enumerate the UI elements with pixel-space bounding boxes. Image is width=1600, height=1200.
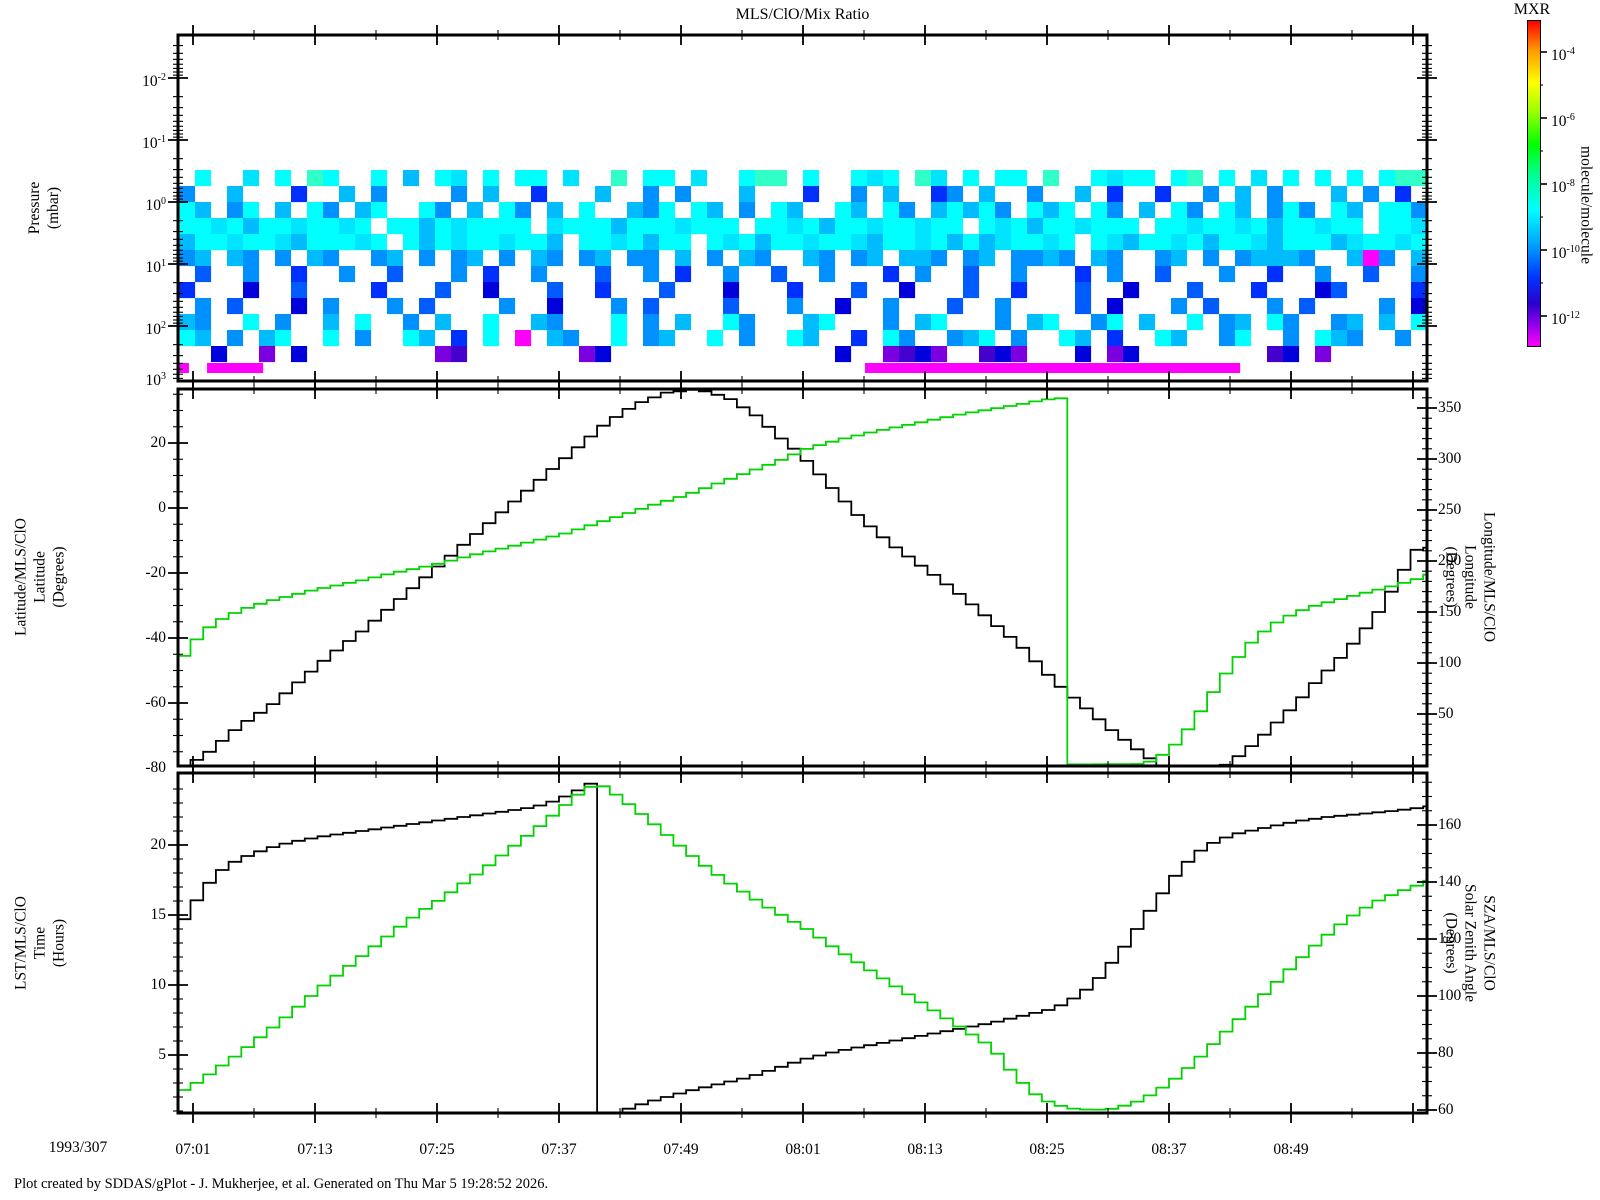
sza-tick-label: 160 — [1438, 816, 1462, 833]
lst-tick-label: 5 — [158, 1046, 166, 1063]
sza-tick-label: 140 — [1438, 873, 1462, 890]
longitude-tick-label: 200 — [1438, 552, 1462, 569]
colorbar-tick-label: 10-10 — [1551, 244, 1580, 263]
sza-tick-label: 120 — [1438, 930, 1462, 947]
sza-tick-label: 80 — [1438, 1044, 1454, 1061]
latitude-tick-label: -20 — [145, 564, 166, 581]
lst-tick-label: 10 — [150, 976, 167, 993]
longitude-tick-label: 150 — [1438, 603, 1462, 620]
magenta-quality-bar — [865, 363, 1241, 373]
time-tick-label: 08:25 — [1029, 1141, 1065, 1158]
latitude-tick-label: -40 — [145, 629, 166, 646]
longitude-tick-label: 300 — [1438, 450, 1462, 467]
pressure-tick-label: 103 — [145, 371, 167, 390]
longitude-tick-label: 100 — [1438, 654, 1462, 671]
colorbar — [1527, 20, 1541, 347]
longitude-axis-label: Longitude/MLS/ClO Longitude (Degrees) — [1442, 511, 1498, 643]
time-tick-label: 08:13 — [907, 1141, 943, 1158]
lst-tick-label: 20 — [150, 836, 167, 853]
time-tick-label: 07:37 — [541, 1141, 577, 1158]
colorbar-tick-label: 10-8 — [1551, 178, 1575, 197]
pressure-tick-label: 10-2 — [142, 72, 166, 91]
lst-mls-clo-curve — [178, 782, 1427, 1113]
sza-tick-label: 60 — [1438, 1101, 1454, 1118]
pressure-tick-label: 100 — [145, 196, 167, 215]
latitude-tick-label: 0 — [158, 499, 166, 516]
time-tick-label: 08:49 — [1273, 1141, 1309, 1158]
time-tick-label: 08:01 — [785, 1141, 821, 1158]
longitude-tick-label: 250 — [1438, 501, 1462, 518]
pressure-axis-label: Pressure (mbar) — [26, 181, 62, 235]
time-tick-label: 07:01 — [175, 1141, 211, 1158]
longitude-tick-label: 350 — [1438, 399, 1462, 416]
magenta-quality-bar — [178, 363, 189, 373]
sza-tick-label: 100 — [1438, 987, 1462, 1004]
latitude-tick-label: -80 — [145, 759, 166, 776]
longitude-mls-clo-curve — [178, 397, 1427, 766]
longitude-tick-label: 50 — [1438, 705, 1454, 722]
pressure-tick-label: 101 — [145, 258, 167, 277]
colorbar-title: MXR — [1513, 1, 1551, 18]
pressure-tick-label: 10-1 — [142, 134, 166, 153]
time-tick-label: 07:49 — [663, 1141, 699, 1158]
x-axis-date-label: 1993/307 — [48, 1139, 108, 1156]
pressure-tick-label: 102 — [145, 320, 167, 339]
latitude-axis-label: Latitude/MLS/ClO Latitude (Degrees) — [12, 518, 68, 636]
colorbar-tick-label: 10-12 — [1551, 310, 1580, 329]
clo-heatmap — [178, 170, 1427, 373]
time-tick-label: 08:37 — [1151, 1141, 1187, 1158]
time-tick-label: 07:25 — [419, 1141, 455, 1158]
latitude-tick-label: -60 — [145, 694, 166, 711]
colorbar-tick-label: 10-6 — [1551, 112, 1575, 131]
colorbar-tick-label: 10-4 — [1551, 46, 1575, 65]
lst-tick-label: 15 — [150, 906, 167, 923]
sza-mls-clo-curve — [178, 785, 1427, 1111]
magenta-quality-bar — [207, 363, 264, 373]
footer-credit: Plot created by SDDAS/gPlot - J. Mukherj… — [14, 1176, 549, 1192]
axes-frame — [168, 25, 1547, 1123]
latitude-tick-label: 20 — [150, 434, 167, 451]
lst-axis-label: LST/MLS/ClO Time (Hours) — [12, 896, 68, 990]
time-tick-label: 07:13 — [297, 1141, 333, 1158]
plot-title: MLS/ClO/Mix Ratio — [735, 6, 870, 23]
